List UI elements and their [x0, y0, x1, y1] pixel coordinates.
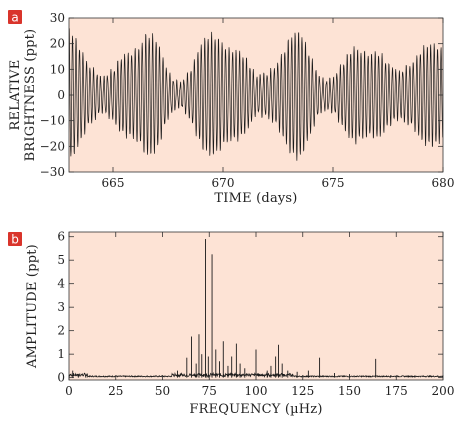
x-tick-label: 150: [338, 384, 361, 398]
x-tick-label: 0: [65, 384, 73, 398]
y-tick-label: 0: [57, 371, 65, 385]
y-tick-label: 6: [57, 230, 65, 244]
x-tick-label: 665: [102, 176, 125, 190]
panel-a-label: a: [11, 11, 18, 25]
x-tick-label: 50: [155, 384, 170, 398]
y-tick-label: −20: [40, 139, 65, 153]
y-tick-label: −10: [40, 114, 65, 128]
y-tick-label: 10: [50, 62, 65, 76]
light-curve-trace: [69, 28, 443, 161]
panel-b-x-axis-label: FREQUENCY (µHz): [189, 402, 322, 417]
panel-a-y-axis-label-line1: RELATIVE: [8, 60, 23, 131]
y-tick-label: 30: [50, 11, 65, 25]
panel-a-y-axis-label-line2: BRIGHTNESS (ppt): [23, 29, 38, 162]
panel-a-badge: [8, 10, 22, 24]
y-tick-label: 0: [57, 88, 65, 102]
panel-b-ticks: 0 25 50 75 100 125 150 175 200 0 1 2 3 4 5 6: [57, 230, 454, 398]
x-tick-label: 25: [108, 384, 123, 398]
panel-b-label: b: [11, 233, 19, 247]
panel-a-x-axis-label: TIME (days): [214, 191, 297, 206]
x-tick-label: 75: [202, 384, 217, 398]
y-tick-label: 4: [57, 277, 65, 291]
y-tick-label: −30: [40, 165, 65, 179]
panel-b-badge: [8, 232, 22, 246]
x-tick-label: 670: [212, 176, 235, 190]
x-tick-label: 100: [245, 384, 268, 398]
x-tick-label: 125: [291, 384, 314, 398]
y-tick-label: 5: [57, 253, 65, 267]
x-tick-label: 200: [432, 384, 455, 398]
x-tick-label: 680: [432, 176, 455, 190]
light-curve-line: [69, 28, 443, 161]
panel-a-ticks: 665 670 675 680 −30 −20 −10 0 10 20 30: [40, 11, 455, 190]
panel-a: a 665 670 675 680 −30 −20 −10 0 10 20 30 TIME (day…: [8, 10, 454, 206]
x-tick-label: 675: [322, 176, 345, 190]
y-tick-label: 3: [57, 300, 65, 314]
panel-b-y-axis-label: AMPLITUDE (ppt): [25, 244, 40, 369]
y-tick-label: 20: [50, 37, 65, 51]
x-tick-label: 175: [385, 384, 408, 398]
y-tick-label: 1: [57, 347, 65, 361]
y-tick-label: 2: [57, 324, 65, 338]
panel-b: b 0 25 50 75 100 125 150 175 200 0 1 2 3 4 5 6 FREQUENC…: [8, 230, 454, 417]
